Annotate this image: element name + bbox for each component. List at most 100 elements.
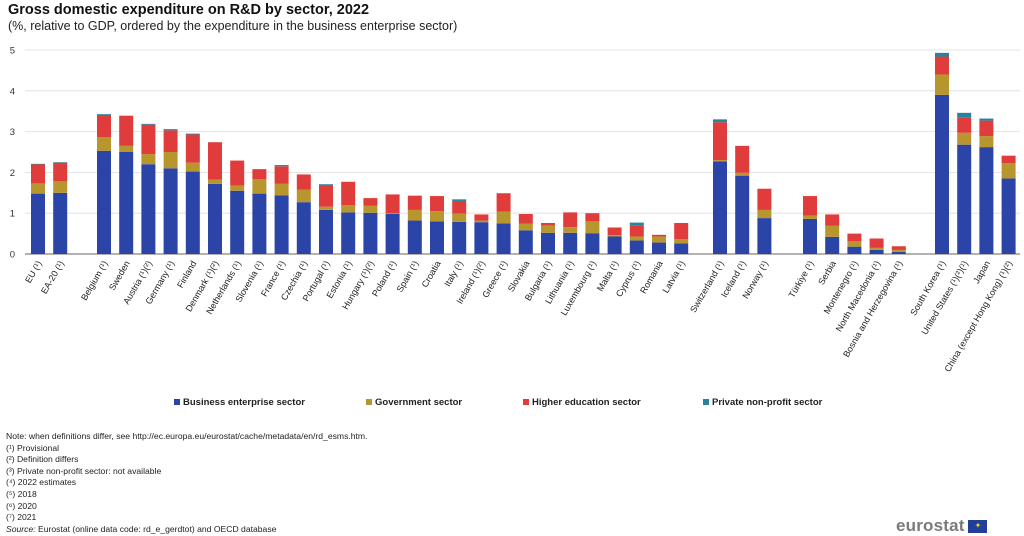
note-definition-differs: (²) Definition differs [6, 454, 79, 465]
bar-segment-higher [430, 196, 444, 212]
legend-label-nonprofit: Private non-profit sector [712, 397, 823, 408]
bar-segment-government [735, 172, 750, 176]
bar-segment-business [674, 243, 689, 254]
bar-segment-business [252, 193, 267, 254]
x-tick-label: Japan [971, 259, 992, 285]
bar-segment-business [31, 193, 45, 254]
x-tick-label: Switzerland (¹) [688, 259, 726, 314]
y-tick-label: 0 [10, 250, 15, 261]
bar-segment-business [935, 94, 949, 254]
bar-segment-higher [847, 233, 862, 242]
bar-segment-business [163, 168, 178, 254]
bar-segment-business [208, 183, 222, 254]
bar-segment-nonprofit [53, 162, 68, 163]
bar-segment-government [674, 239, 689, 244]
bar-segment-nonprofit [629, 222, 644, 226]
bar-segment-higher [825, 214, 840, 226]
bar-segment-higher [119, 115, 134, 146]
bar-segment-government [407, 209, 422, 221]
bar-segment-government [496, 211, 511, 224]
bar-segment-government [296, 189, 311, 203]
bar-segment-nonprofit [31, 163, 45, 165]
bar-segment-higher [319, 185, 333, 207]
bar-segment-nonprofit [319, 184, 333, 186]
chart-title: Gross domestic expenditure on R&D by sec… [8, 2, 370, 18]
bar-segment-business [563, 232, 578, 254]
source-label: Source: [6, 523, 36, 534]
bar-segment-nonprofit [274, 165, 289, 167]
bar-segment-business [274, 195, 289, 254]
bar-segment-business [607, 236, 622, 254]
bar-segment-higher [757, 188, 772, 210]
bar-segment-government [341, 205, 356, 213]
bar-segment-higher [31, 164, 45, 184]
bar-segment-government [252, 179, 267, 194]
bar-segment-business [847, 246, 862, 254]
bar-segment-higher [585, 213, 600, 222]
bar-segment-higher [735, 145, 750, 173]
bar-segment-higher [252, 169, 267, 180]
x-tick-label: EU (¹) [23, 259, 44, 285]
bar-segment-higher [452, 200, 467, 214]
bar-segment-government [385, 213, 400, 215]
bar-segment-higher [141, 124, 156, 155]
bar-segment-higher [208, 142, 222, 180]
note-2018: (⁵) 2018 [6, 488, 37, 499]
bar-segment-higher [496, 193, 511, 212]
note-estimates: (⁴) 2022 estimates [6, 477, 77, 488]
bar-segment-higher [474, 214, 489, 221]
bar-segment-business [518, 230, 533, 254]
bar-segment-higher [518, 214, 533, 224]
bar-segment-government [230, 185, 245, 191]
y-tick-label: 5 [10, 46, 15, 57]
bar-segment-nonprofit [713, 119, 727, 123]
bar-segment-higher [296, 174, 311, 190]
bar-segment-government [208, 179, 222, 184]
bar-segment-higher [274, 166, 289, 184]
bar-segment-business [1001, 178, 1016, 254]
bar-segment-higher [385, 194, 400, 214]
bar-segment-government [652, 236, 666, 243]
bar-segment-government [869, 247, 884, 250]
bar-segment-business [474, 222, 489, 254]
bar-segment-government [363, 205, 378, 213]
bar-segment-government [141, 154, 156, 165]
bar-segment-government [825, 225, 840, 237]
bar-segment-government [163, 152, 178, 169]
bar-segment-higher [869, 238, 884, 248]
bar-segment-business [585, 233, 600, 254]
bar-segment-higher [607, 227, 622, 236]
bar-segment-business [119, 152, 134, 254]
x-tick-label: Türkiye (¹) [787, 259, 816, 300]
legend-swatch-business [174, 399, 180, 405]
bar-segment-higher [53, 162, 68, 182]
bar-segment-higher [407, 195, 422, 210]
bar-segment-business [230, 190, 245, 254]
note-2021: (⁷) 2021 [6, 512, 37, 523]
x-tick-label: Croatia [420, 259, 443, 289]
x-tick-label: Spain (¹) [395, 259, 421, 294]
bar-segment-business [185, 171, 200, 254]
bar-segment-business [141, 164, 156, 254]
bar-segment-business [407, 220, 422, 254]
bar-segment-business [541, 232, 555, 254]
bar-segment-government [585, 221, 600, 234]
bar-segment-government [757, 209, 772, 219]
bar-segment-nonprofit [185, 133, 200, 135]
x-tick-label: Finland [175, 259, 198, 290]
x-tick-label: Serbia [816, 259, 838, 287]
bar-segment-government [452, 213, 467, 222]
bar-segment-government [935, 74, 949, 95]
bar-segment-higher [957, 117, 972, 133]
bar-segment-government [274, 183, 289, 196]
bar-segment-government [607, 235, 622, 237]
x-tick-label: Belgium (¹) [79, 259, 110, 302]
bar-segment-business [803, 218, 817, 254]
bar-segment-business [652, 242, 666, 254]
bar-segment-higher [979, 120, 994, 137]
bar-segment-government [97, 137, 111, 151]
logo-text: eurostat [896, 516, 965, 535]
bar-segment-government [847, 241, 862, 247]
bar-segment-higher [163, 130, 178, 152]
bar-segment-business [319, 209, 333, 254]
